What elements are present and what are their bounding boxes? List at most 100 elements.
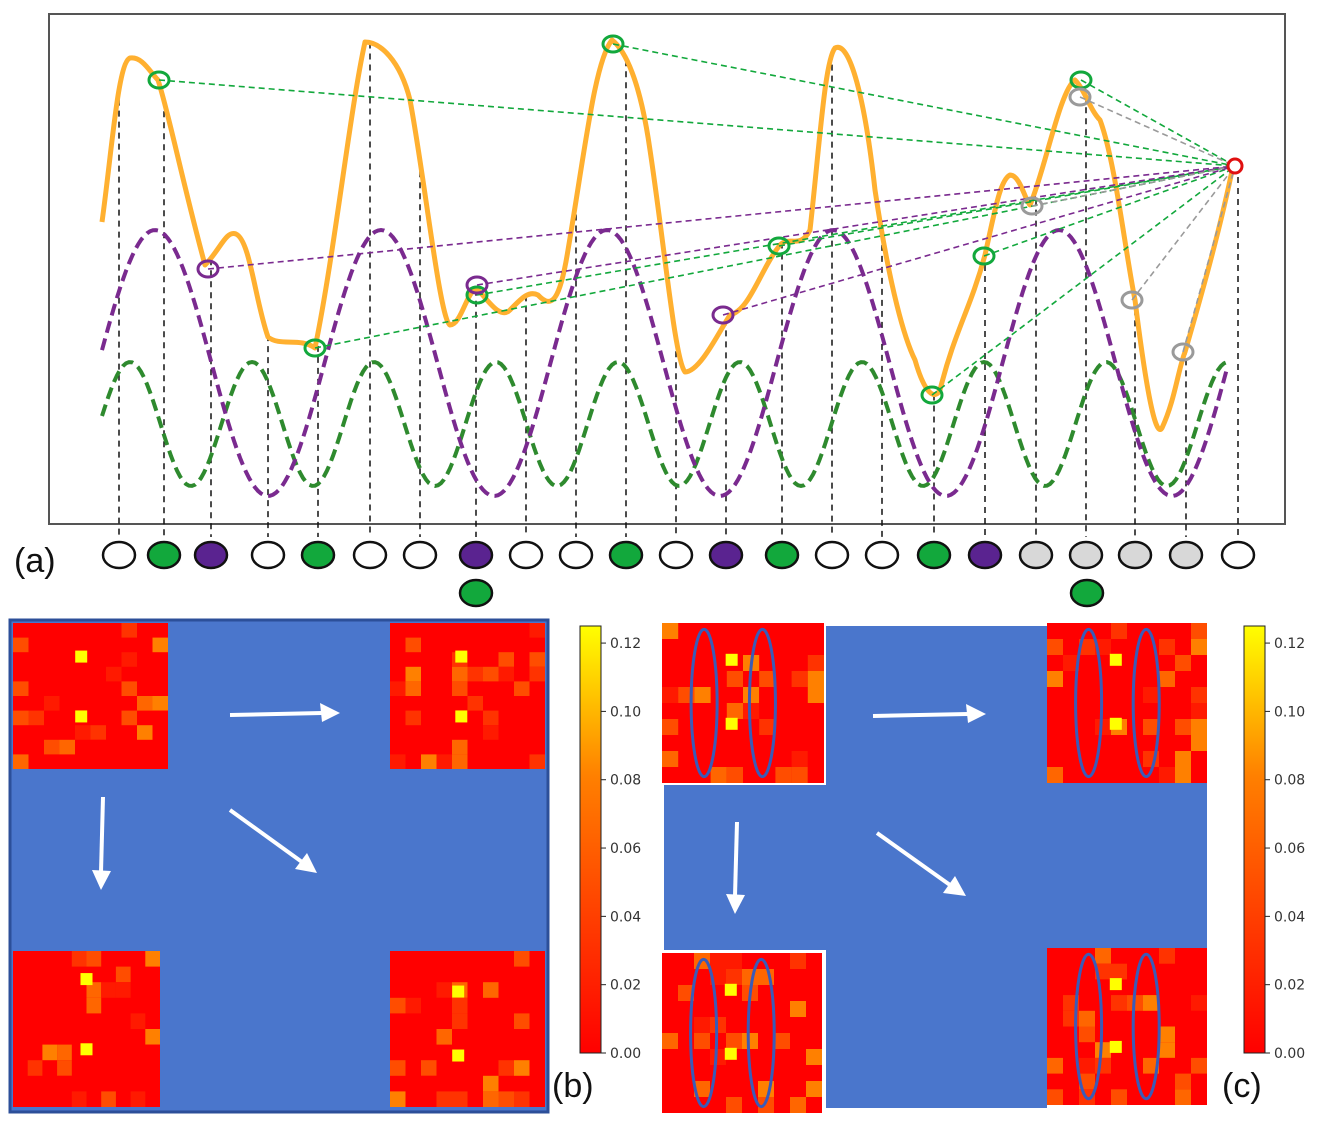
hot-cell [452, 985, 465, 998]
arrow-diagonal-icon [228, 808, 304, 864]
highlight-ellipse [689, 627, 719, 779]
gray-point [1171, 342, 1195, 362]
green-point [147, 70, 171, 90]
highlight-ellipse [1074, 627, 1104, 779]
panel-c: 0.12 0.10 0.08 0.06 0.04 0.02 0.00 (c) [662, 620, 1305, 1113]
node-green [146, 540, 182, 570]
hot-cell [80, 973, 93, 986]
highlight-ellipse [1131, 627, 1161, 779]
colorbar-tick-label: 0.06 [610, 841, 641, 857]
colorbar-tick-label: 0.04 [610, 909, 641, 925]
colorbar-tick-label: 0.06 [1274, 841, 1305, 857]
panel-c-heatmaps [662, 623, 1207, 1113]
arrow-right-icon [229, 711, 323, 717]
node-white [1220, 540, 1256, 570]
arrowhead-icon [92, 870, 111, 890]
gray-point [1068, 87, 1092, 107]
gray-link [1031, 165, 1236, 207]
arrowhead-icon [726, 894, 745, 914]
arrow-down-icon [733, 821, 739, 897]
highlight-ellipses [689, 627, 1161, 1109]
hot-cell [1109, 1040, 1122, 1053]
target-point [1226, 157, 1244, 175]
node-white [352, 540, 388, 570]
hot-cell [75, 710, 88, 723]
colorbar-tick-label: 0.08 [1274, 773, 1305, 789]
link-lines [158, 43, 1236, 396]
hot-cell [455, 710, 468, 723]
heatmap [662, 623, 824, 783]
node-white [814, 540, 850, 570]
node-green [916, 540, 952, 570]
colorbar-tick-label: 0.02 [610, 978, 641, 994]
node-green [764, 540, 800, 570]
node-green [458, 578, 494, 608]
gray-link [1182, 165, 1236, 353]
heatmap [390, 623, 545, 769]
colorbar-tick-label: 0.10 [1274, 704, 1305, 720]
node-green [1069, 578, 1105, 608]
gray-point [1120, 290, 1144, 310]
colorbar-tick-label: 0.10 [610, 704, 641, 720]
highlight-ellipse [689, 957, 719, 1109]
heatmap [13, 623, 168, 769]
green-link [931, 165, 1236, 396]
green-link [778, 165, 1236, 247]
panel-label-c: (c) [1222, 1067, 1262, 1105]
panel-c-background [664, 626, 1207, 1108]
panel-b-arrows [92, 703, 340, 890]
hot-cell [80, 1043, 93, 1056]
highlight-ellipse [1131, 952, 1161, 1101]
colorbar-tick-label: 0.12 [1274, 636, 1305, 652]
hot-cell [724, 1047, 737, 1060]
selected-points [147, 34, 1195, 405]
node-white [250, 540, 286, 570]
purple-point [711, 305, 735, 325]
node-green [608, 540, 644, 570]
node-gray [1168, 540, 1204, 570]
green-link [983, 165, 1236, 257]
node-purple [967, 540, 1003, 570]
node-row [101, 540, 1256, 608]
hot-cell [725, 653, 738, 666]
purple-point [465, 275, 489, 295]
node-purple [193, 540, 229, 570]
node-purple [708, 540, 744, 570]
panel-a: (a) [14, 13, 1286, 608]
heatmap [13, 951, 160, 1107]
node-white [402, 540, 438, 570]
node-white [558, 540, 594, 570]
purple-link [476, 165, 1236, 286]
fast-wave-curve [100, 359, 1228, 489]
highlight-ellipse [1074, 952, 1104, 1101]
hot-cell [1109, 653, 1122, 666]
colorbar-tick-label: 0.00 [1274, 1046, 1305, 1062]
green-point [972, 246, 996, 266]
arrowhead-icon [943, 876, 966, 896]
node-white [101, 540, 137, 570]
arrow-down-icon [99, 796, 105, 873]
arrow-right-icon [872, 712, 969, 718]
colorbar-c: 0.12 0.10 0.08 0.06 0.04 0.02 0.00 [1243, 625, 1305, 1062]
colorbar-tick-label: 0.08 [610, 773, 641, 789]
green-point [465, 285, 489, 305]
purple-link [207, 165, 1236, 270]
colorbar-b: 0.12 0.10 0.08 0.06 0.04 0.02 0.00 [579, 625, 641, 1062]
panel-b-heatmaps [13, 623, 545, 1107]
panel-b: 0.12 0.10 0.08 0.06 0.04 0.02 0.00 (b) [8, 618, 641, 1114]
colorbar-tick-label: 0.00 [610, 1046, 641, 1062]
panel-c-arrows [726, 704, 986, 914]
hot-cell [1109, 978, 1122, 991]
purple-point [196, 259, 220, 279]
hot-cell [455, 650, 468, 663]
heatmap [390, 951, 545, 1107]
node-white [658, 540, 694, 570]
colorbar-tick-label: 0.04 [1274, 909, 1305, 925]
heatmap [1047, 623, 1207, 783]
node-white [508, 540, 544, 570]
node-gray [1068, 540, 1104, 570]
green-point [920, 385, 944, 405]
hot-cell [75, 650, 88, 663]
colorbar-tick-label: 0.02 [1274, 978, 1305, 994]
arrow-diagonal-icon [875, 831, 952, 887]
